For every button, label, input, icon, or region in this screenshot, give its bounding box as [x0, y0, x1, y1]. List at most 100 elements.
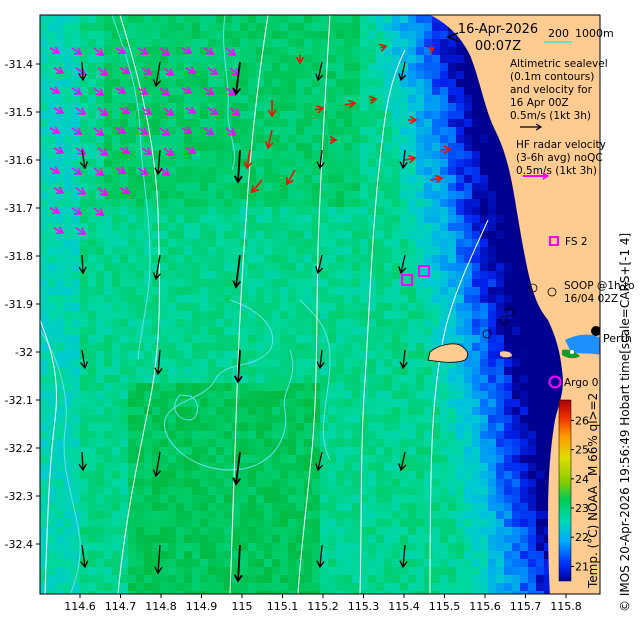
sst-pixel [200, 359, 208, 367]
sst-pixel [464, 535, 472, 543]
sst-pixel [200, 87, 208, 95]
sst-pixel [528, 359, 536, 367]
sst-pixel [88, 55, 96, 63]
sst-pixel [344, 351, 352, 359]
sst-pixel [216, 527, 224, 535]
sst-pixel [264, 423, 272, 431]
sst-pixel [376, 471, 384, 479]
sst-pixel [392, 23, 400, 31]
sst-pixel [288, 343, 296, 351]
sst-pixel [80, 543, 88, 551]
sst-pixel [176, 503, 184, 511]
sst-pixel [296, 111, 304, 119]
sst-pixel [192, 279, 200, 287]
sst-pixel [224, 167, 232, 175]
sst-pixel [448, 375, 456, 383]
sst-pixel [240, 327, 248, 335]
sst-pixel [200, 183, 208, 191]
sst-pixel [456, 367, 464, 375]
sst-pixel [368, 23, 376, 31]
sst-pixel [424, 319, 432, 327]
sst-pixel [48, 159, 56, 167]
sst-pixel [48, 399, 56, 407]
sst-pixel [48, 79, 56, 87]
sst-pixel [160, 359, 168, 367]
sst-pixel [528, 471, 536, 479]
sst-pixel [64, 455, 72, 463]
sst-pixel [464, 487, 472, 495]
sst-pixel [408, 375, 416, 383]
sst-pixel [288, 15, 296, 23]
sst-pixel [536, 431, 544, 439]
sst-pixel [152, 543, 160, 551]
sst-pixel [80, 575, 88, 583]
sst-pixel [256, 143, 264, 151]
sst-pixel [64, 119, 72, 127]
sst-pixel [496, 279, 504, 287]
sst-pixel [200, 279, 208, 287]
sst-pixel [488, 479, 496, 487]
sst-pixel [456, 271, 464, 279]
sst-pixel [472, 87, 480, 95]
sst-pixel [368, 111, 376, 119]
sst-pixel [288, 487, 296, 495]
sst-pixel [424, 399, 432, 407]
sst-pixel [168, 479, 176, 487]
sst-pixel [288, 71, 296, 79]
sst-pixel [104, 63, 112, 71]
sst-pixel [280, 463, 288, 471]
sst-pixel [184, 567, 192, 575]
sst-pixel [328, 399, 336, 407]
sst-pixel [240, 103, 248, 111]
sst-pixel [408, 143, 416, 151]
sst-pixel [384, 55, 392, 63]
sst-pixel [328, 335, 336, 343]
sst-pixel [128, 87, 136, 95]
sst-pixel [240, 519, 248, 527]
sst-pixel [176, 367, 184, 375]
sst-pixel [512, 263, 520, 271]
sst-pixel [80, 495, 88, 503]
sst-pixel [432, 39, 440, 47]
sst-pixel [344, 15, 352, 23]
sst-pixel [256, 431, 264, 439]
sst-pixel [216, 543, 224, 551]
sst-pixel [360, 271, 368, 279]
sst-pixel [40, 423, 48, 431]
sst-pixel [384, 303, 392, 311]
sst-pixel [168, 383, 176, 391]
sst-pixel [144, 375, 152, 383]
sst-pixel [120, 399, 128, 407]
sst-pixel [160, 143, 168, 151]
sst-pixel [368, 199, 376, 207]
sst-pixel [128, 143, 136, 151]
sst-pixel [512, 311, 520, 319]
sst-pixel [96, 399, 104, 407]
sst-pixel [128, 399, 136, 407]
sst-pixel [184, 263, 192, 271]
sst-pixel [304, 151, 312, 159]
sst-pixel [216, 399, 224, 407]
sst-pixel [496, 223, 504, 231]
sst-pixel [464, 183, 472, 191]
sst-pixel [248, 439, 256, 447]
sst-pixel [480, 103, 488, 111]
sst-pixel [152, 351, 160, 359]
sst-pixel [400, 447, 408, 455]
sst-pixel [336, 303, 344, 311]
sst-pixel [208, 351, 216, 359]
sst-pixel [472, 399, 480, 407]
sst-pixel [120, 503, 128, 511]
sst-pixel [176, 23, 184, 31]
sst-pixel [96, 263, 104, 271]
sst-pixel [232, 367, 240, 375]
sst-pixel [272, 519, 280, 527]
sst-pixel [352, 95, 360, 103]
sst-pixel [512, 271, 520, 279]
sst-pixel [200, 447, 208, 455]
sst-pixel [72, 175, 80, 183]
sst-pixel [208, 79, 216, 87]
sst-pixel [400, 495, 408, 503]
sst-pixel [480, 399, 488, 407]
sst-pixel [152, 31, 160, 39]
